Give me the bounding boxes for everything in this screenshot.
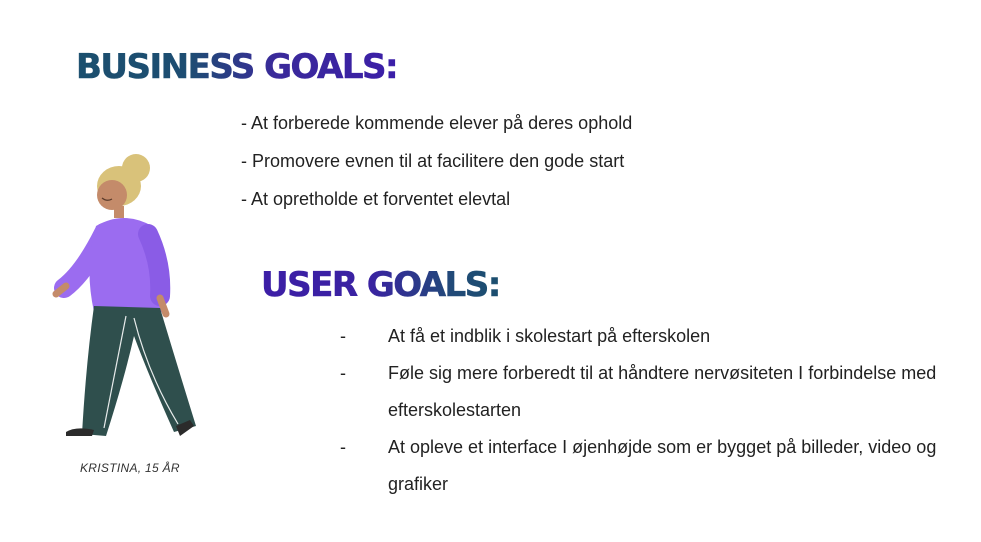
list-dash: - [340, 363, 346, 383]
business-goals-heading: BUSINESS GOALS: [76, 47, 399, 87]
business-goal-item: - Promovere evnen til at facilitere den … [241, 151, 625, 171]
user-goal-text: At opleve et interface I øjenhøjde som e… [388, 437, 937, 494]
user-goal-text: At få et indblik i skolestart på eftersk… [388, 326, 711, 346]
user-goals-heading: USER GOALS: [261, 265, 502, 305]
user-goal-item: - At opleve et interface I øjenhøjde som… [340, 429, 960, 503]
user-goal-text: Føle sig mere forberedt til at håndtere … [388, 363, 937, 420]
walking-girl-illustration [52, 154, 196, 436]
user-goal-item: - Føle sig mere forberedt til at håndter… [340, 355, 960, 429]
business-goal-item: - At forberede kommende elever på deres … [241, 113, 633, 133]
user-goal-item: - At få et indblik i skolestart på efter… [340, 318, 960, 355]
business-goals-list: - At forberede kommende elever på deres … [241, 104, 632, 218]
user-goals-list: - At få et indblik i skolestart på efter… [340, 318, 960, 503]
list-dash: - [340, 437, 346, 457]
persona-caption: KRISTINA, 15 ÅR [80, 461, 180, 475]
business-goal-item: - At opretholde et forventet elevtal [241, 189, 511, 209]
list-dash: - [340, 326, 346, 346]
